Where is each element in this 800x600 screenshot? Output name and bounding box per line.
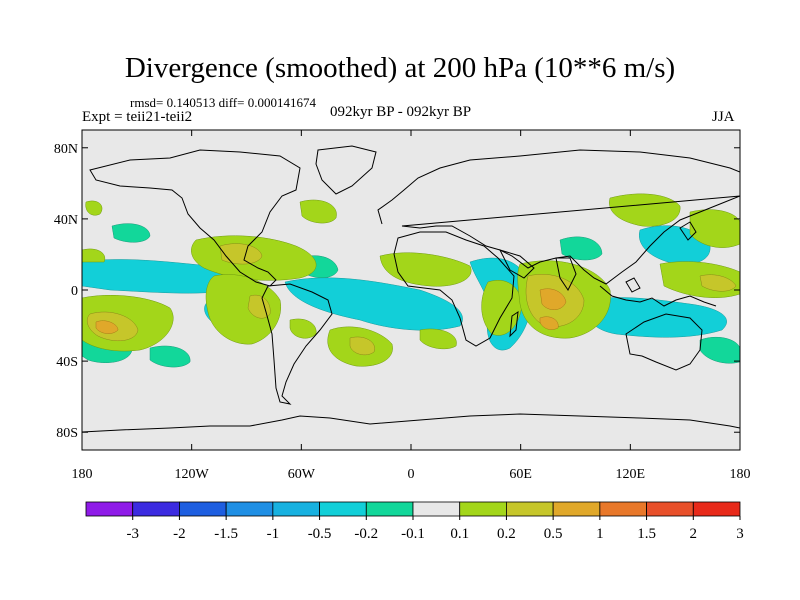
negative-region	[284, 277, 463, 331]
longitude-ticks: 180 120W 60W 0 60E 120E 180	[72, 130, 751, 482]
colorbar-label: 2	[690, 526, 698, 542]
positive-mid-region	[699, 274, 737, 292]
lon-tick-label: 60E	[509, 467, 532, 482]
positive-mid-region	[219, 243, 263, 265]
colorbar-swatch	[365, 501, 414, 517]
coastline-africa	[393, 231, 515, 347]
colorbar-swatch	[132, 501, 180, 517]
positive-weak-region	[299, 199, 337, 224]
coastline-madagascar	[509, 310, 519, 338]
positive-weak-region	[82, 248, 106, 263]
positive-mid-region	[247, 294, 271, 319]
coastline-europe-asia	[377, 149, 740, 285]
lon-tick-label: 180	[730, 467, 751, 482]
positive-weak-region	[689, 209, 740, 248]
colorbar: -3 -2 -1.5 -1 -0.5 -0.2 -0.1 0.1 0.2 0.5 1 1.5 2 3	[85, 501, 744, 542]
colorbar-label: 0.2	[497, 526, 516, 542]
positive-weak-region	[379, 252, 472, 287]
negative-weak-region	[111, 223, 151, 243]
coastlines	[82, 145, 740, 433]
lon-tick-label: 180	[72, 467, 93, 482]
positive-mid-region	[349, 336, 375, 356]
colorbar-swatch	[319, 501, 367, 517]
coastline-japan	[679, 221, 697, 241]
colorbar-label: -0.5	[308, 526, 332, 542]
colorbar-label: 1	[596, 526, 604, 542]
coastline-antarctica	[82, 413, 740, 433]
colorbar-label: -2	[173, 526, 186, 542]
colorbar-swatch	[692, 501, 741, 517]
lat-tick-label: 80S	[56, 426, 78, 441]
experiment-label: Expt = teii21-teii2	[82, 109, 193, 125]
lat-tick-label: 40N	[54, 213, 78, 228]
colorbar-swatch	[599, 501, 647, 517]
lon-tick-label: 120W	[175, 467, 210, 482]
colorbar-swatch	[459, 501, 507, 517]
season-label: JJA	[712, 109, 735, 125]
lat-tick-label: 40S	[56, 355, 78, 370]
colorbar-swatch	[272, 501, 320, 517]
lon-tick-label: 60W	[288, 467, 316, 482]
negative-weak-region	[699, 337, 740, 364]
positive-weak-region	[609, 193, 681, 227]
coastline-north-america	[89, 149, 301, 287]
latitude-ticks: 80N 40N 0 40S 80S	[54, 142, 740, 441]
colorbar-label: 3	[736, 526, 744, 542]
colorbar-swatch	[179, 501, 227, 517]
colorbar-label: -1	[267, 526, 280, 542]
coastline-south-america	[261, 283, 333, 405]
lon-tick-label: 0	[408, 467, 415, 482]
negative-weak-region	[149, 345, 191, 368]
colorbar-label: -1.5	[214, 526, 238, 542]
positive-strong-region	[95, 320, 119, 334]
coastline-southeast-asia	[599, 277, 717, 307]
map-title: Divergence (smoothed) at 200 hPa (10**6 …	[124, 52, 676, 84]
lat-tick-label: 0	[71, 284, 78, 299]
colorbar-label: 0.1	[450, 526, 469, 542]
colorbar-label: 0.5	[544, 526, 563, 542]
colorbar-label: -0.2	[354, 526, 378, 542]
coastline-greenland	[315, 145, 377, 195]
positive-strong-region	[539, 316, 559, 330]
colorbar-label: -3	[126, 526, 139, 542]
colorbar-label: -0.1	[401, 526, 425, 542]
divergence-field	[82, 193, 740, 368]
coastline-arabia-india	[499, 249, 577, 291]
positive-weak-region	[85, 200, 103, 216]
colorbar-swatch	[646, 501, 694, 517]
colorbar-swatch	[225, 501, 274, 517]
positive-weak-region	[419, 328, 457, 350]
colorbar-swatch	[506, 501, 554, 517]
colorbar-swatch	[85, 501, 134, 517]
colorbar-swatch	[412, 501, 461, 517]
coastline-australia	[625, 313, 703, 371]
rmsd-diff-stats: rmsd= 0.140513 diff= 0.000141674	[130, 95, 316, 110]
colorbar-swatch	[552, 501, 601, 517]
period-label: 092kyr BP - 092kyr BP	[330, 104, 472, 120]
negative-weak-region	[559, 236, 603, 261]
colorbar-label: 1.5	[637, 526, 656, 542]
positive-strong-region	[539, 288, 567, 310]
lon-tick-label: 120E	[616, 467, 646, 482]
lat-tick-label: 80N	[54, 142, 78, 157]
